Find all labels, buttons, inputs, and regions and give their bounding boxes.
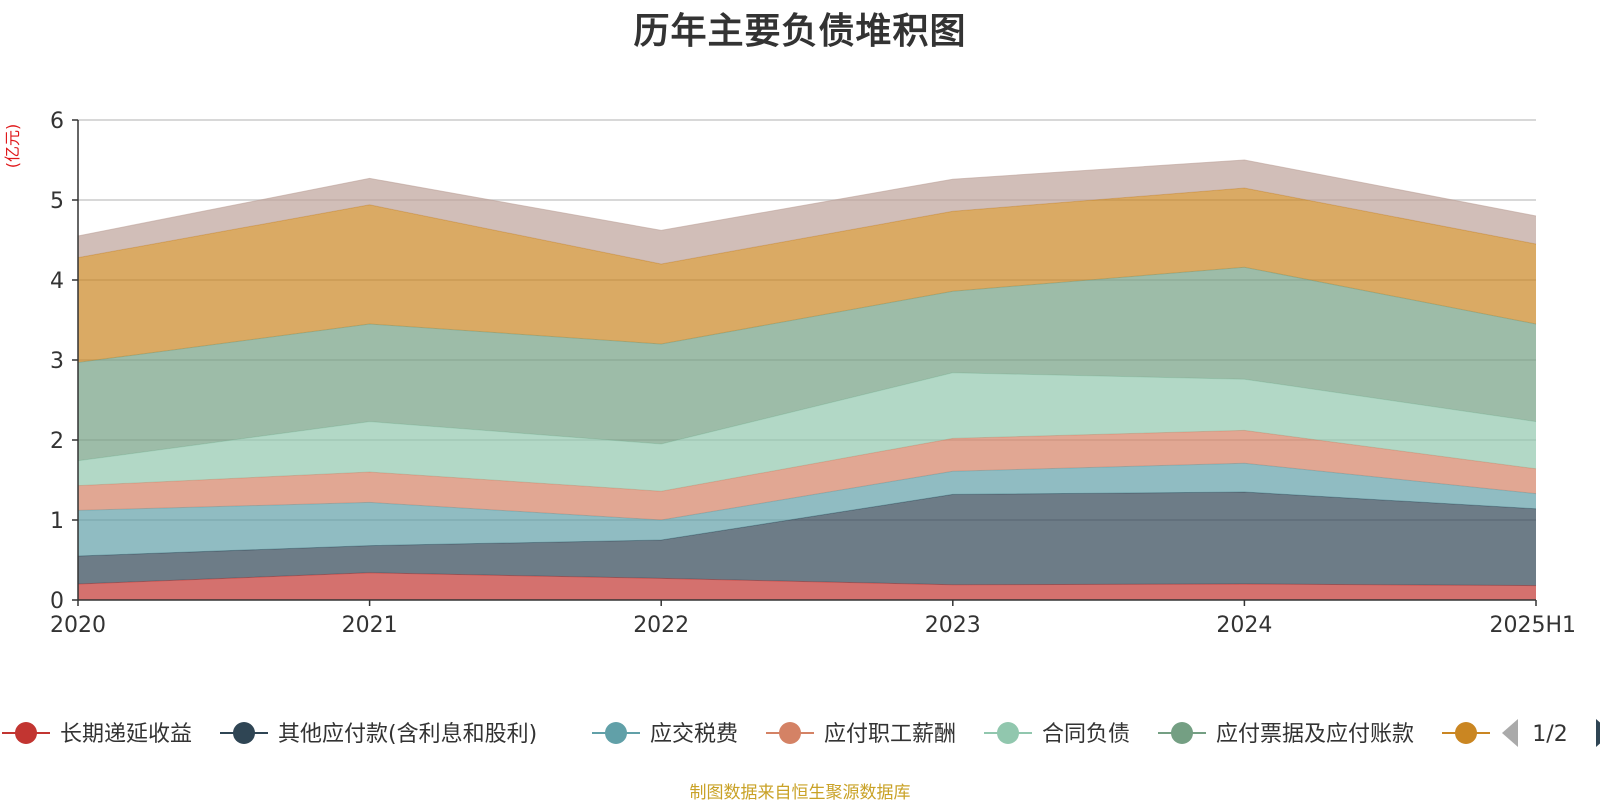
legend-item-6[interactable]: 应付票据及应付账款 — [1158, 722, 1414, 747]
area-series-2 — [78, 492, 1536, 586]
legend-label: 其他应付款(含利息和股利) — [278, 722, 537, 747]
legend-marker — [1455, 722, 1477, 744]
legend-marker — [779, 722, 801, 744]
legend-item-7[interactable] — [1442, 722, 1490, 744]
legend-marker — [605, 722, 627, 744]
y-tick-label: 5 — [50, 189, 64, 214]
chart-title: 历年主要负债堆积图 — [633, 11, 967, 52]
legend-item-5[interactable]: 合同负债 — [984, 722, 1130, 747]
area-series-8 — [78, 160, 1536, 264]
area-series-5 — [78, 372, 1536, 492]
x-tick-label: 2021 — [342, 613, 398, 638]
axes: 0 1 2 3 4 5 6 2020 2021 2022 2023 2024 2025H1 (亿元) — [3, 109, 1576, 638]
area-series-line-8 — [77, 159, 1537, 237]
x-tick-label: 2020 — [50, 613, 106, 638]
area-series-1 — [78, 572, 1536, 600]
legend: 长期递延收益 其他应付款(含利息和股利) 应交税费 应付职工薪酬 合同负债 应付票据及应付… — [2, 719, 1600, 747]
legend-label: 应付职工薪酬 — [824, 722, 956, 747]
legend-prev-page-icon[interactable] — [1502, 719, 1518, 747]
y-axis-unit-label: (亿元) — [3, 124, 22, 169]
legend-marker — [233, 722, 255, 744]
x-tick-label: 2022 — [633, 613, 689, 638]
x-tick-label: 2023 — [925, 613, 981, 638]
legend-label: 应付票据及应付账款 — [1216, 722, 1414, 747]
area-series-3 — [78, 463, 1536, 556]
legend-marker — [15, 722, 37, 744]
area-series-6 — [78, 267, 1536, 461]
legend-label: 合同负债 — [1042, 722, 1130, 747]
area-series-4 — [78, 430, 1536, 520]
y-tick-label: 2 — [50, 429, 64, 454]
y-tick-label: 0 — [50, 589, 64, 614]
legend-next-page-icon[interactable] — [1596, 719, 1600, 747]
legend-item-3[interactable]: 应交税费 — [592, 722, 738, 747]
y-tick-label: 3 — [50, 349, 64, 374]
legend-label: 长期递延收益 — [60, 722, 192, 747]
legend-item-1[interactable]: 长期递延收益 — [2, 722, 192, 747]
legend-marker — [997, 722, 1019, 744]
x-tick-label: 2025H1 — [1489, 613, 1576, 638]
x-tick-label: 2024 — [1216, 613, 1272, 638]
data-source-note: 制图数据来自恒生聚源数据库 — [689, 783, 911, 803]
y-tick-label: 4 — [50, 269, 64, 294]
legend-marker — [1171, 722, 1193, 744]
legend-item-2[interactable]: 其他应付款(含利息和股利) — [220, 722, 537, 747]
area-series — [77, 159, 1537, 600]
legend-page-indicator: 1/2 — [1532, 722, 1567, 747]
y-tick-label: 1 — [50, 509, 64, 534]
legend-label: 应交税费 — [650, 722, 738, 747]
area-series-7 — [78, 188, 1536, 363]
legend-item-4[interactable]: 应付职工薪酬 — [766, 722, 956, 747]
y-tick-label: 6 — [50, 109, 64, 134]
